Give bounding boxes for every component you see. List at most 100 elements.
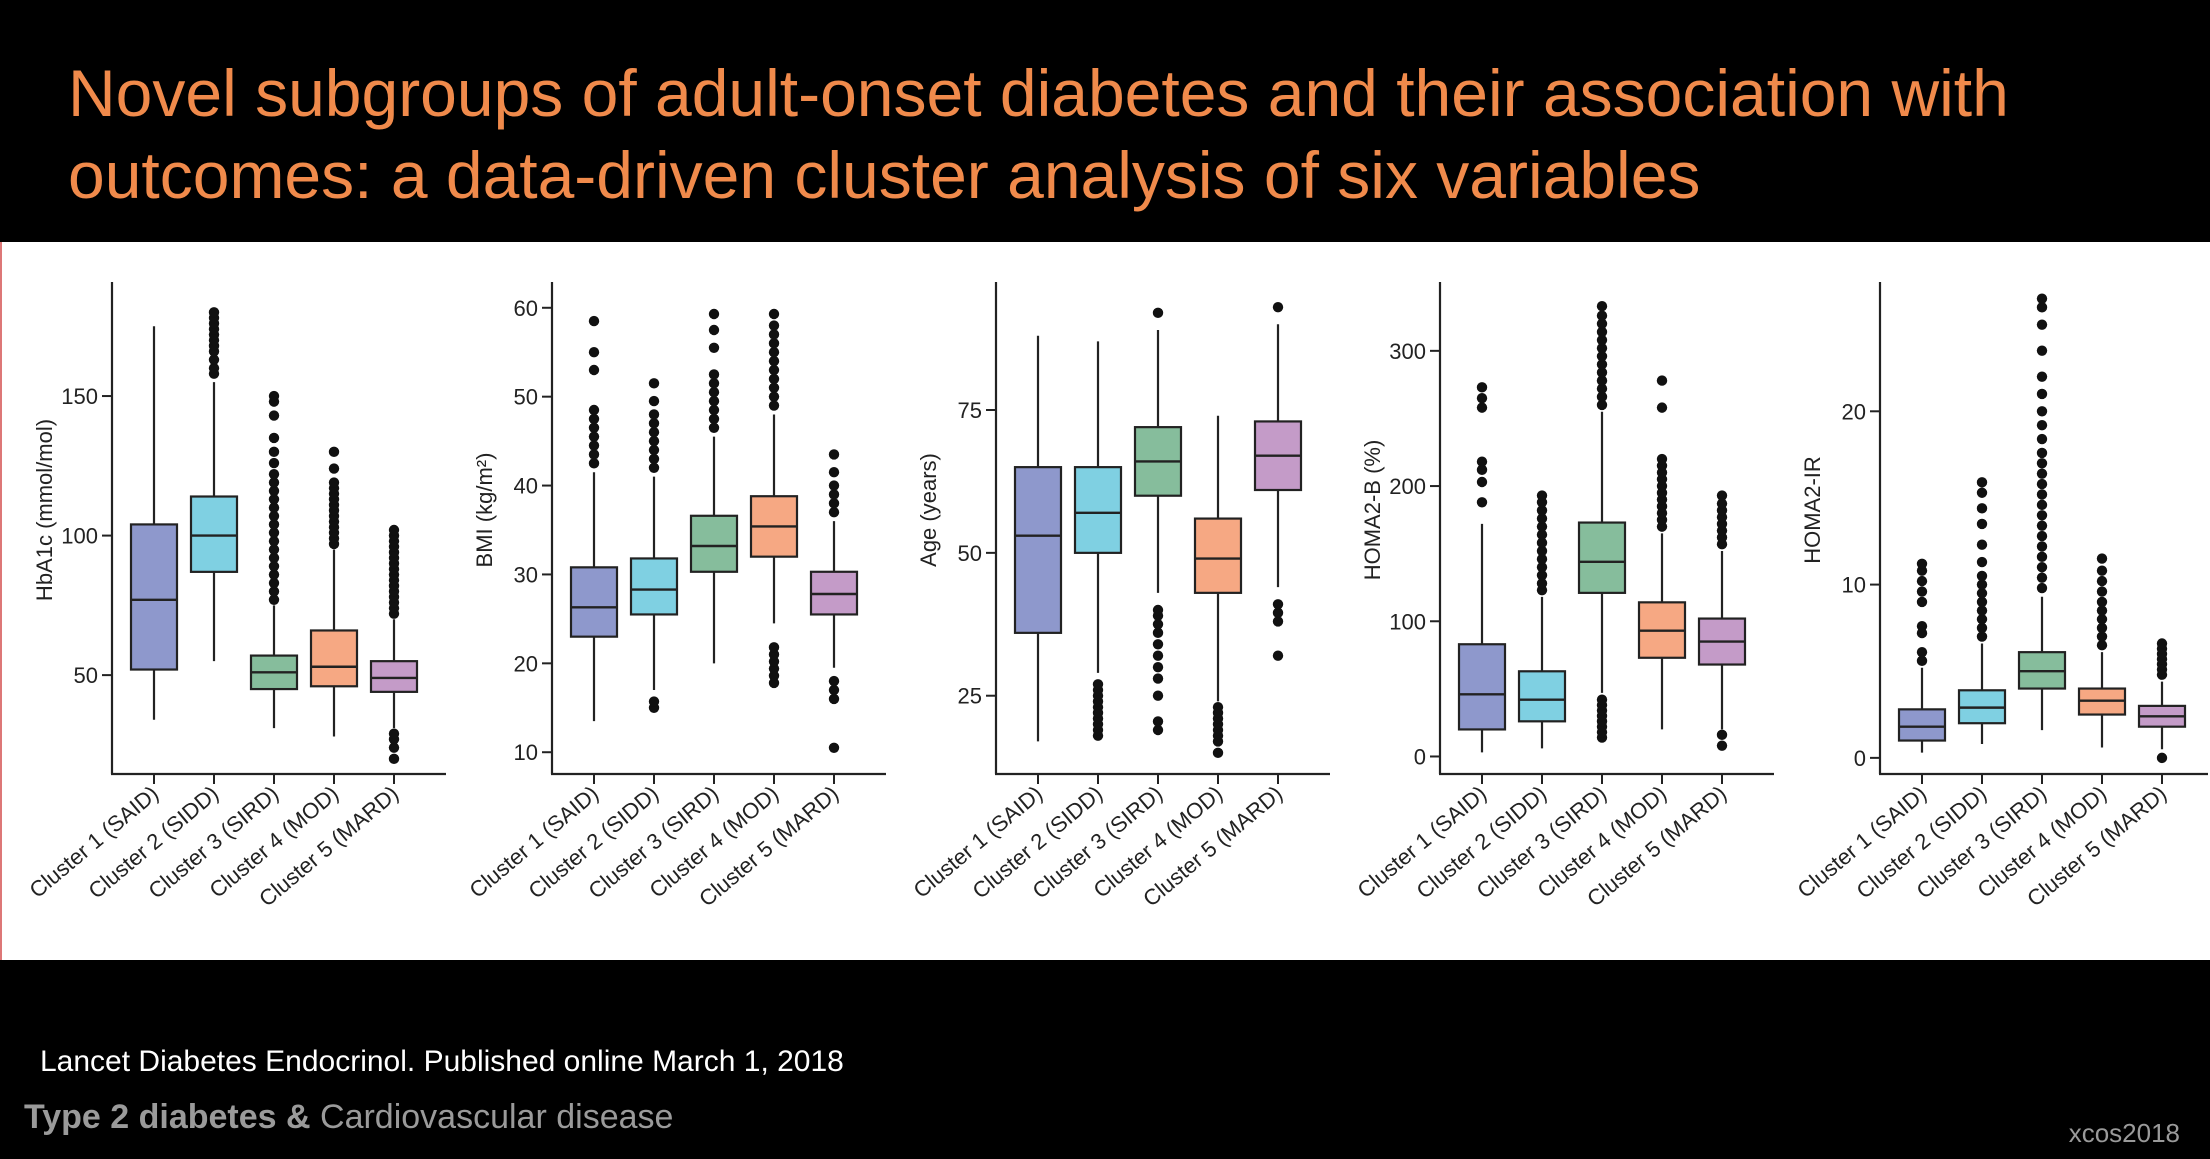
outlier-point xyxy=(268,552,280,564)
box-3: Cluster 3 (SIRD) xyxy=(1912,293,2067,904)
chart-panel-3: 25 50 75 Age (years)Cluster 1 (SAID) Cluster… xyxy=(908,282,1330,911)
outlier-point xyxy=(1152,716,1164,727)
outlier-point xyxy=(2036,458,2048,469)
outlier-point xyxy=(1596,399,1608,411)
outlier-point xyxy=(1536,529,1548,540)
y-tick-label: 10 xyxy=(514,740,538,765)
y-tick-label: 75 xyxy=(958,398,982,423)
outlier-point xyxy=(588,440,600,451)
outlier-point xyxy=(268,410,280,421)
outlier-point xyxy=(648,462,660,473)
outlier-point xyxy=(648,435,660,447)
outlier-point xyxy=(1596,342,1608,354)
y-tick-label: 40 xyxy=(514,474,538,499)
outlier-point xyxy=(1272,607,1284,619)
iqr-box xyxy=(1517,670,1567,723)
outlier-point xyxy=(1656,453,1668,465)
outlier-point xyxy=(1476,464,1488,476)
iqr-box xyxy=(129,523,179,671)
outlier-point xyxy=(648,453,660,465)
outlier-point xyxy=(2036,319,2048,330)
outlier-point xyxy=(1476,456,1488,467)
outlier-point xyxy=(828,507,840,518)
outlier-point xyxy=(1536,505,1548,516)
outlier-point xyxy=(2036,541,2048,552)
iqr-box xyxy=(1073,466,1123,554)
box-5: Cluster 5 (MARD) xyxy=(1138,301,1303,911)
outlier-point xyxy=(1656,402,1668,413)
outlier-point xyxy=(828,480,840,491)
y-axis-label: BMI (kg/m²) xyxy=(472,453,497,568)
y-tick-label: 10 xyxy=(1842,573,1866,598)
outlier-point xyxy=(1916,646,1928,658)
outlier-point xyxy=(1596,318,1608,330)
outlier-point xyxy=(1976,614,1988,625)
y-tick-label: 20 xyxy=(514,651,538,676)
outlier-point xyxy=(2096,605,2108,616)
outlier-point xyxy=(1976,518,1988,530)
outlier-point xyxy=(2036,468,2048,479)
outlier-point xyxy=(1536,578,1548,589)
outlier-point xyxy=(768,320,780,331)
outlier-point xyxy=(1272,599,1284,610)
outlier-point xyxy=(1152,661,1164,673)
outlier-point xyxy=(588,347,600,358)
box-3: Cluster 3 (SIRD) xyxy=(1472,301,1627,904)
watermark-text: xcos2018 xyxy=(2068,1118,2180,1148)
iqr-box xyxy=(1457,643,1507,731)
outlier-point xyxy=(588,404,600,416)
outlier-point xyxy=(708,387,720,398)
outlier-point xyxy=(1476,476,1488,488)
outlier-point xyxy=(2036,520,2048,531)
y-tick-label: 100 xyxy=(61,524,98,549)
outlier-point xyxy=(1536,570,1548,581)
outlier-point xyxy=(1152,627,1164,639)
outlier-point xyxy=(2036,447,2048,459)
outlier-point xyxy=(1976,622,1988,634)
outlier-point xyxy=(708,413,720,425)
iqr-box xyxy=(309,629,359,688)
y-axis-label: HOMA2-IR xyxy=(1800,456,1825,564)
outlier-point xyxy=(1152,639,1164,650)
outlier-point xyxy=(708,404,720,416)
outlier-point xyxy=(1152,619,1164,630)
outlier-point xyxy=(588,431,600,442)
outlier-point xyxy=(208,362,220,374)
outlier-point xyxy=(1536,553,1548,565)
outlier-point xyxy=(268,519,280,530)
outlier-point xyxy=(1152,650,1164,661)
outlier-point xyxy=(1152,724,1164,736)
outlier-point xyxy=(588,449,600,460)
outlier-point xyxy=(2036,388,2048,400)
outlier-point xyxy=(768,355,780,367)
outlier-point xyxy=(2036,582,2048,594)
outlier-point xyxy=(2096,622,2108,634)
outlier-point xyxy=(2096,614,2108,625)
outlier-point xyxy=(2096,640,2108,651)
y-tick-label: 300 xyxy=(1389,339,1426,364)
outlier-point xyxy=(828,693,840,705)
outlier-point xyxy=(588,413,600,425)
outlier-point xyxy=(268,586,280,597)
outlier-point xyxy=(588,422,600,433)
outlier-point xyxy=(708,369,720,380)
iqr-box xyxy=(569,566,619,638)
outlier-point xyxy=(1596,359,1608,370)
outlier-point xyxy=(1152,690,1164,701)
outlier-point xyxy=(2036,489,2048,500)
outlier-point xyxy=(1536,545,1548,557)
outlier-point xyxy=(1476,402,1488,413)
outlier-point xyxy=(1976,477,1988,488)
outlier-point xyxy=(1596,351,1608,362)
box-1: Cluster 1 (SAID) xyxy=(24,326,179,903)
outlier-point xyxy=(328,477,340,488)
outlier-point xyxy=(1272,301,1284,313)
outlier-point xyxy=(2096,553,2108,564)
outlier-point xyxy=(328,463,340,474)
outlier-point xyxy=(1476,392,1488,404)
outlier-point xyxy=(2036,345,2048,356)
outlier-point xyxy=(1596,367,1608,378)
footer-text: Type 2 diabetes & Cardiovascular disease xyxy=(24,1098,673,1137)
outlier-point xyxy=(768,663,780,674)
